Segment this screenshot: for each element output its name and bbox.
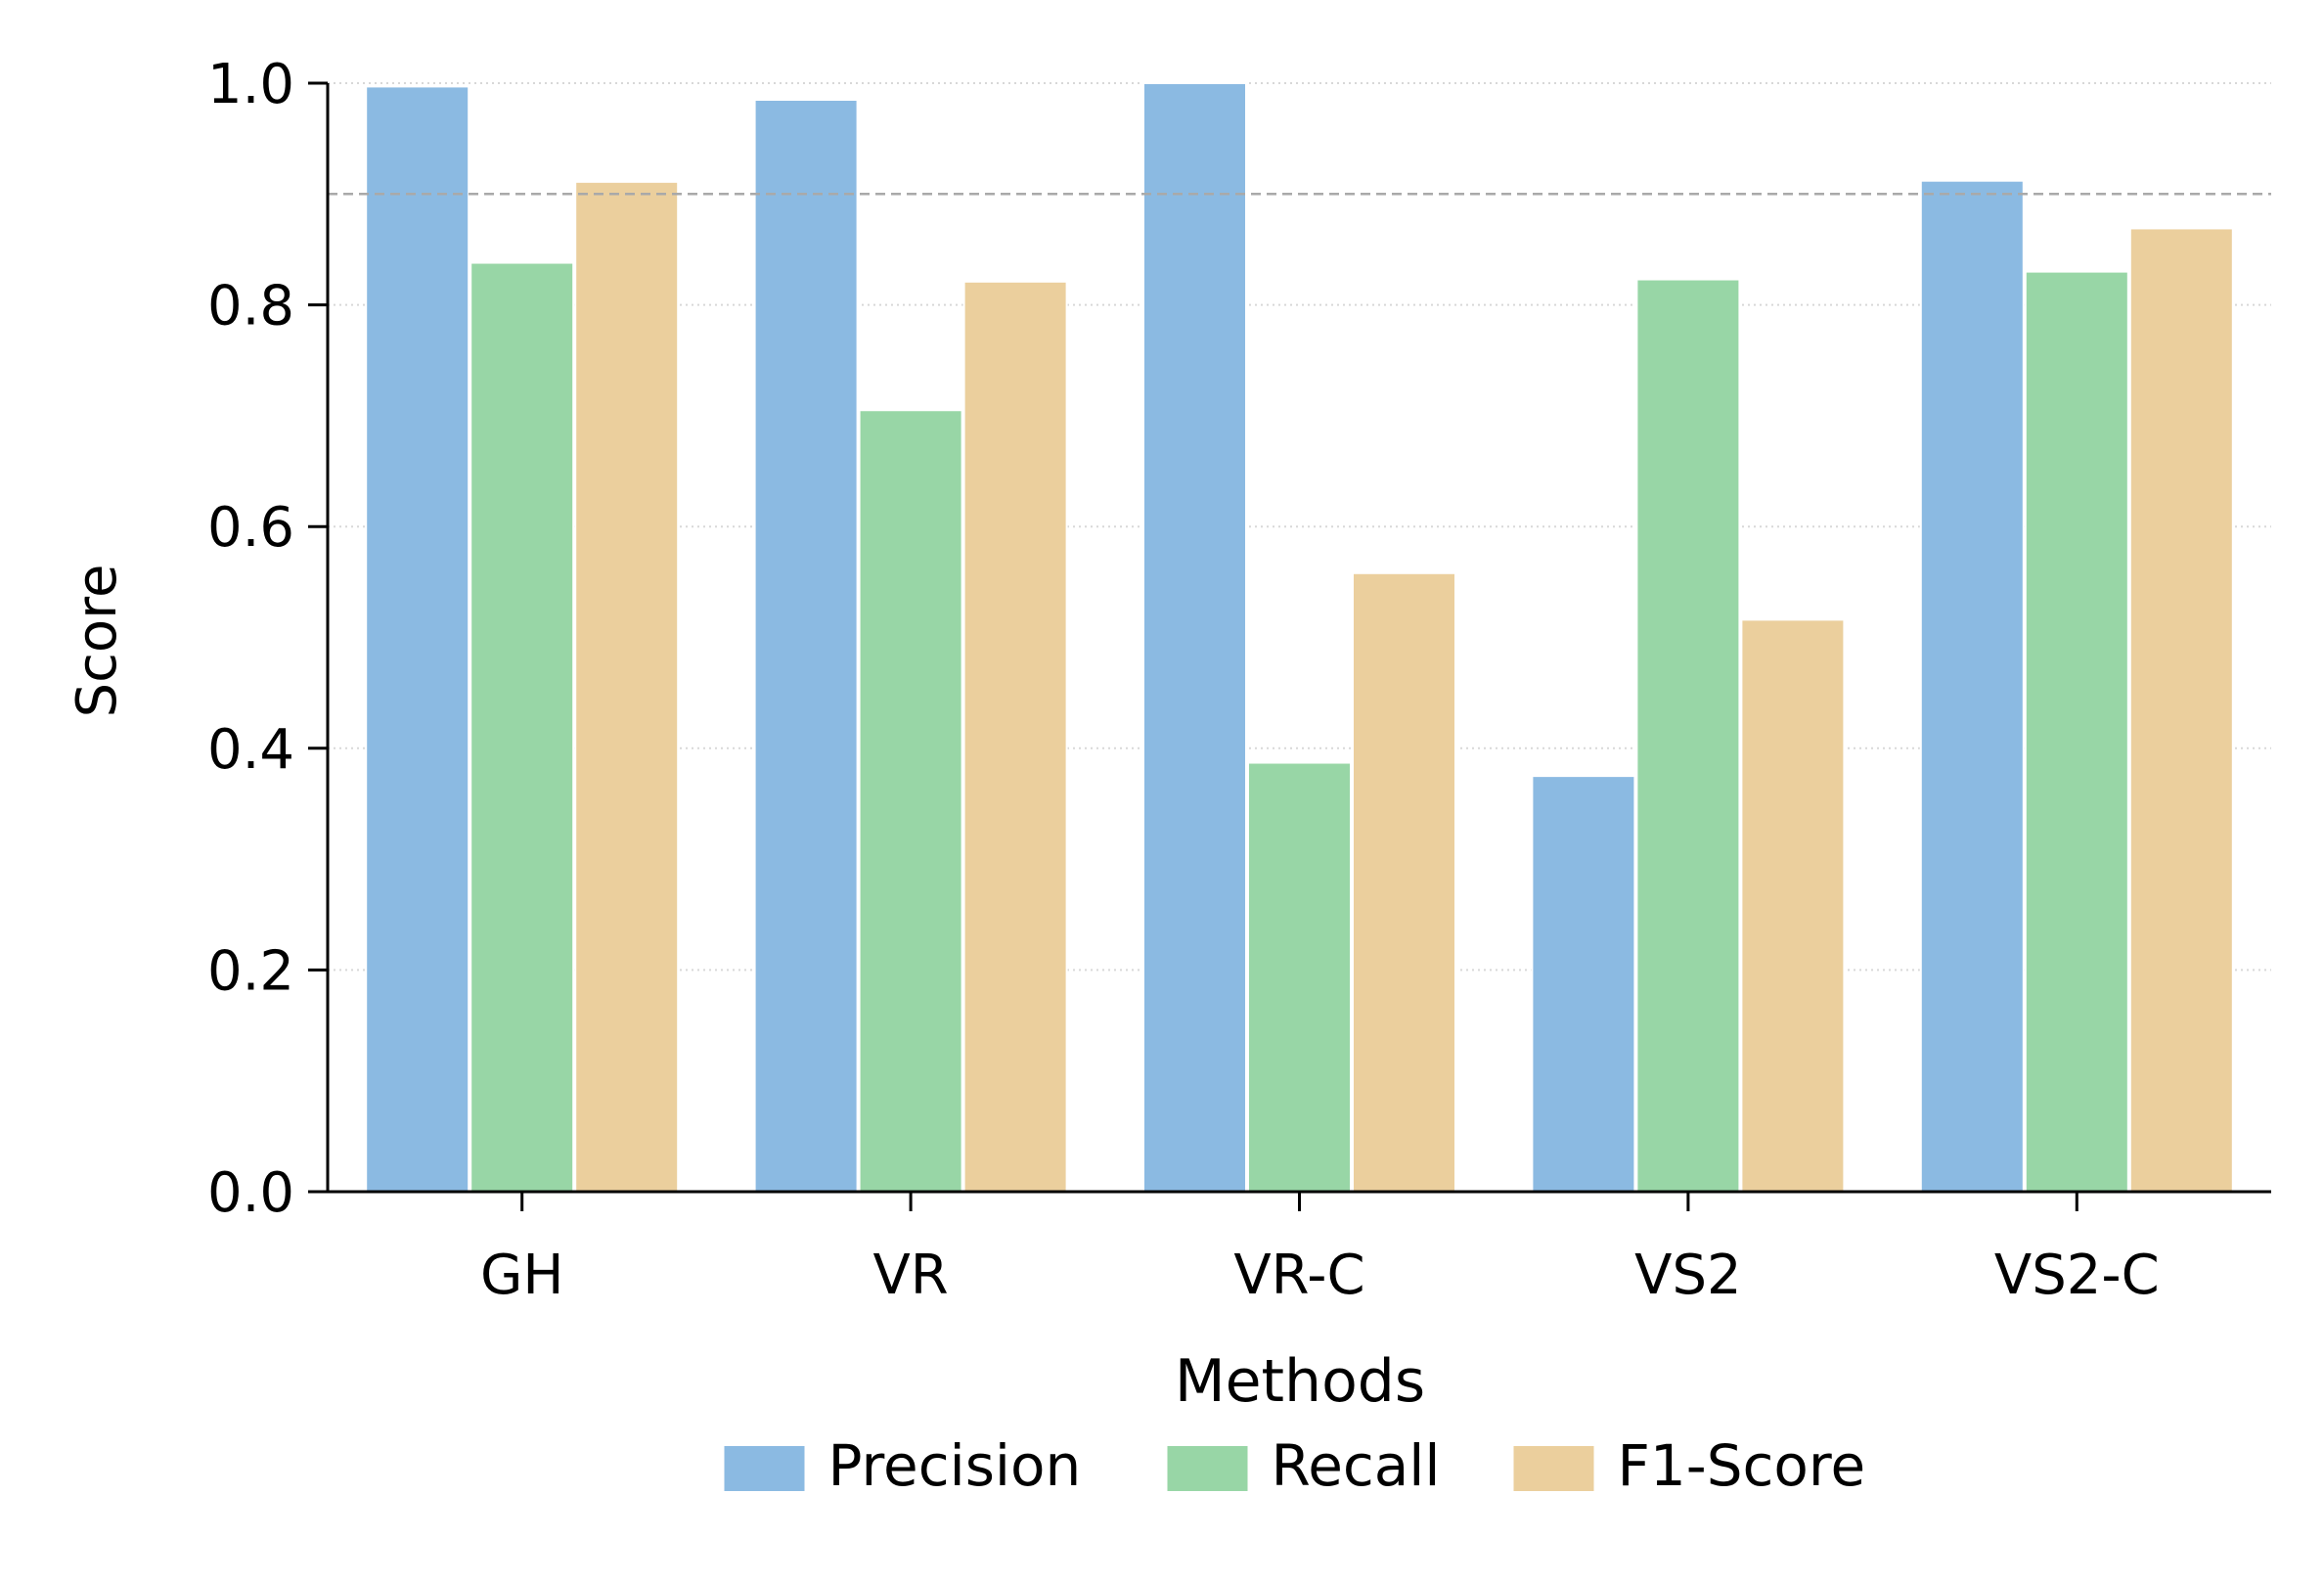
x-tick-label: VS2-C [1994, 1244, 2160, 1307]
y-tick-label: 0.4 [207, 718, 294, 782]
y-tick-label: 0.8 [207, 275, 294, 339]
bar-recall-vr-c [1247, 761, 1352, 1193]
legend: Precision Recall F1-Score [724, 1432, 1866, 1499]
x-ticks: GH VR VR-C VS2 VS2-C [480, 1192, 2160, 1307]
bar-precision-vs2-c [1919, 179, 2025, 1194]
y-ticks: 0.0 0.2 0.4 0.6 0.8 1.0 [207, 53, 328, 1225]
x-tick-label: GH [480, 1244, 564, 1307]
legend-label: Precision [828, 1432, 1082, 1499]
x-tick-label: VR-C [1233, 1244, 1364, 1307]
bar-f1-score-vs2 [1740, 618, 1846, 1193]
bar-f1-score-vs2-c [2128, 227, 2234, 1194]
bar-precision-vr-c [1142, 82, 1247, 1193]
legend-swatch-f1-score [1513, 1446, 1594, 1491]
bar-f1-score-vr [962, 280, 1068, 1193]
legend-swatch-recall [1167, 1446, 1248, 1491]
legend-label: Recall [1272, 1432, 1441, 1499]
bar-recall-gh [469, 261, 575, 1193]
bar-recall-vs2-c [2024, 270, 2129, 1193]
bar-recall-vr [858, 409, 963, 1193]
x-tick-label: VS2 [1634, 1244, 1741, 1307]
x-axis-label: Methods [1175, 1347, 1425, 1416]
bar-f1-score-vr-c [1352, 571, 1456, 1193]
legend-label: F1-Score [1618, 1432, 1866, 1499]
y-tick-label: 0.6 [207, 496, 294, 560]
bar-precision-vs2 [1531, 775, 1636, 1193]
y-tick-label: 0.0 [207, 1161, 294, 1225]
bar-precision-vr [753, 98, 859, 1194]
y-axis-label: Score [66, 565, 129, 718]
legend-swatch-precision [724, 1446, 805, 1491]
bar-f1-score-gh [574, 180, 680, 1193]
bar-recall-vs2 [1635, 278, 1741, 1193]
x-tick-label: VR [872, 1244, 948, 1307]
bars-group [365, 82, 2234, 1194]
y-tick-label: 0.2 [207, 939, 294, 1003]
y-tick-label: 1.0 [207, 53, 294, 116]
bar-precision-gh [365, 85, 470, 1193]
